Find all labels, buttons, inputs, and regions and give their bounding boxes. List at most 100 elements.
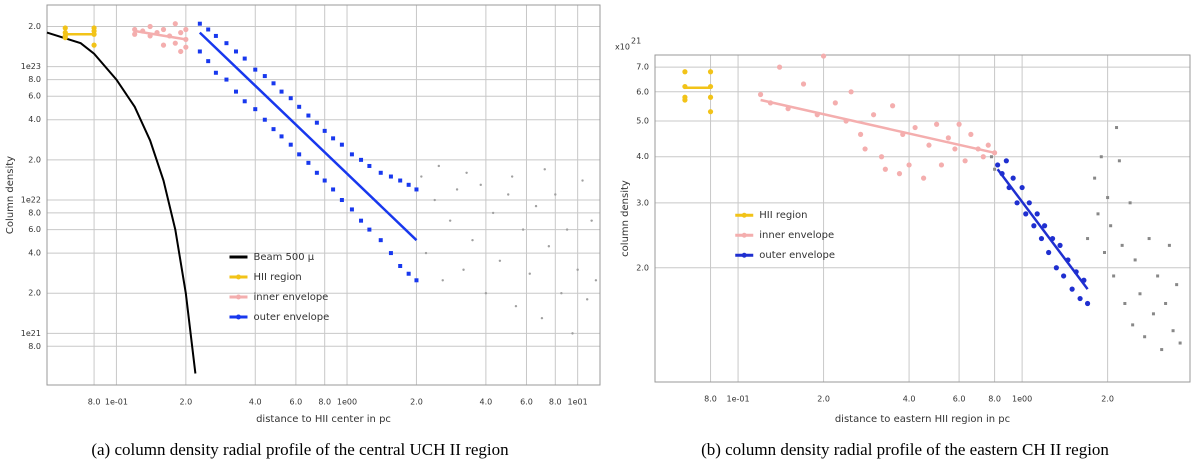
data-point <box>314 120 319 125</box>
data-point <box>1131 323 1135 327</box>
x-tick-label: 8.0 <box>549 398 562 407</box>
data-point <box>995 162 1001 168</box>
data-point <box>262 74 267 79</box>
y-tick-label: 6.0 <box>28 225 41 234</box>
data-point <box>297 104 302 109</box>
data-point <box>484 292 488 295</box>
data-point <box>1034 211 1040 217</box>
data-point <box>1023 211 1029 217</box>
data-point <box>985 142 991 148</box>
data-point <box>471 238 474 242</box>
x-tick-label: 2.0 <box>1101 395 1114 404</box>
legend-label: Beam 500 µ <box>253 252 314 263</box>
data-point <box>581 179 584 182</box>
data-point <box>1019 184 1025 191</box>
y-tick-label: 8.0 <box>28 342 41 351</box>
data-point <box>820 53 827 59</box>
data-point <box>465 171 468 174</box>
x-tick-label: 6.0 <box>520 398 533 407</box>
data-point <box>707 109 714 115</box>
data-point <box>322 178 327 183</box>
legend-marker <box>235 314 241 320</box>
data-point <box>398 264 403 269</box>
x-tick-label: 8.0 <box>988 395 1001 404</box>
data-point <box>424 251 428 255</box>
data-point <box>314 170 319 175</box>
data-point <box>1109 224 1113 228</box>
data-point <box>585 298 589 301</box>
x-tick-label: 8.0 <box>88 398 101 407</box>
data-point <box>507 193 510 196</box>
data-point <box>1096 212 1100 216</box>
fit-line <box>134 29 187 41</box>
data-point <box>968 131 974 137</box>
data-point <box>172 40 178 46</box>
data-point <box>279 134 284 139</box>
data-point <box>1123 301 1127 305</box>
y-tick-label: 1e22 <box>21 196 41 205</box>
data-point <box>339 198 344 203</box>
data-point <box>862 146 868 152</box>
data-point <box>433 198 436 202</box>
legend: Beam 500 µ HII region inner envelope outer … <box>229 252 329 323</box>
x-tick-label: 4.0 <box>480 398 493 407</box>
data-point <box>359 157 364 162</box>
data-point <box>183 26 189 33</box>
y-tick-label: 8.0 <box>28 75 41 84</box>
fit-line <box>198 31 418 242</box>
data-point <box>178 48 184 55</box>
data-point <box>233 49 238 54</box>
data-point <box>514 304 518 308</box>
legend-label: HII region <box>253 272 301 283</box>
data-point <box>682 97 688 103</box>
data-point <box>306 113 311 118</box>
data-point <box>297 152 302 157</box>
data-point <box>388 251 393 256</box>
data-point <box>406 271 411 276</box>
data-point <box>224 77 229 82</box>
data-point <box>1093 176 1097 180</box>
data-point <box>956 121 962 127</box>
data-point <box>870 112 877 118</box>
x-tick-label: 2.0 <box>817 395 830 404</box>
data-point <box>91 42 97 48</box>
data-point <box>359 218 364 223</box>
y-tick-label: 1e23 <box>21 62 41 71</box>
x-axis-label: distance to eastern HII region in pc <box>835 414 1010 425</box>
y-tick-label: 6.0 <box>636 87 649 96</box>
data-point <box>253 107 258 112</box>
y-tick-label: 2.0 <box>636 263 649 272</box>
data-point <box>406 182 411 187</box>
data-point <box>213 70 218 75</box>
y-tick-label: 8.0 <box>28 208 41 217</box>
data-point <box>1167 243 1171 247</box>
chart: 8.0 1e-01 2.0 4.0 6.0 8.0 1e00 2.0 7.0 6.0 5.0 4.0 3… <box>615 37 1191 459</box>
data-point <box>1061 273 1067 279</box>
data-point <box>1102 250 1106 254</box>
data-point <box>279 89 284 94</box>
data-point <box>420 175 423 178</box>
data-point <box>1143 335 1147 339</box>
data-point <box>934 121 940 127</box>
data-point <box>1046 249 1052 256</box>
y-tick-label: 1e21 <box>21 329 41 338</box>
data-point <box>1026 200 1032 206</box>
data-point <box>253 67 258 72</box>
legend-marker <box>235 294 241 300</box>
data-point <box>878 154 885 160</box>
data-point <box>1175 283 1179 287</box>
data-point <box>197 49 202 54</box>
data-point <box>848 89 854 95</box>
data-point <box>926 142 932 148</box>
data-point <box>206 27 211 32</box>
data-point <box>1138 292 1142 296</box>
data-point <box>414 187 419 192</box>
data-point <box>832 100 838 106</box>
data-point <box>1069 286 1075 292</box>
y-tick-label: 4.0 <box>28 249 41 258</box>
data-point <box>178 30 184 36</box>
y-tick-label: 4.0 <box>636 152 649 161</box>
x-tick-label: 2.0 <box>410 398 423 407</box>
legend-label: outer envelope <box>759 250 835 261</box>
data-point <box>1160 348 1164 352</box>
